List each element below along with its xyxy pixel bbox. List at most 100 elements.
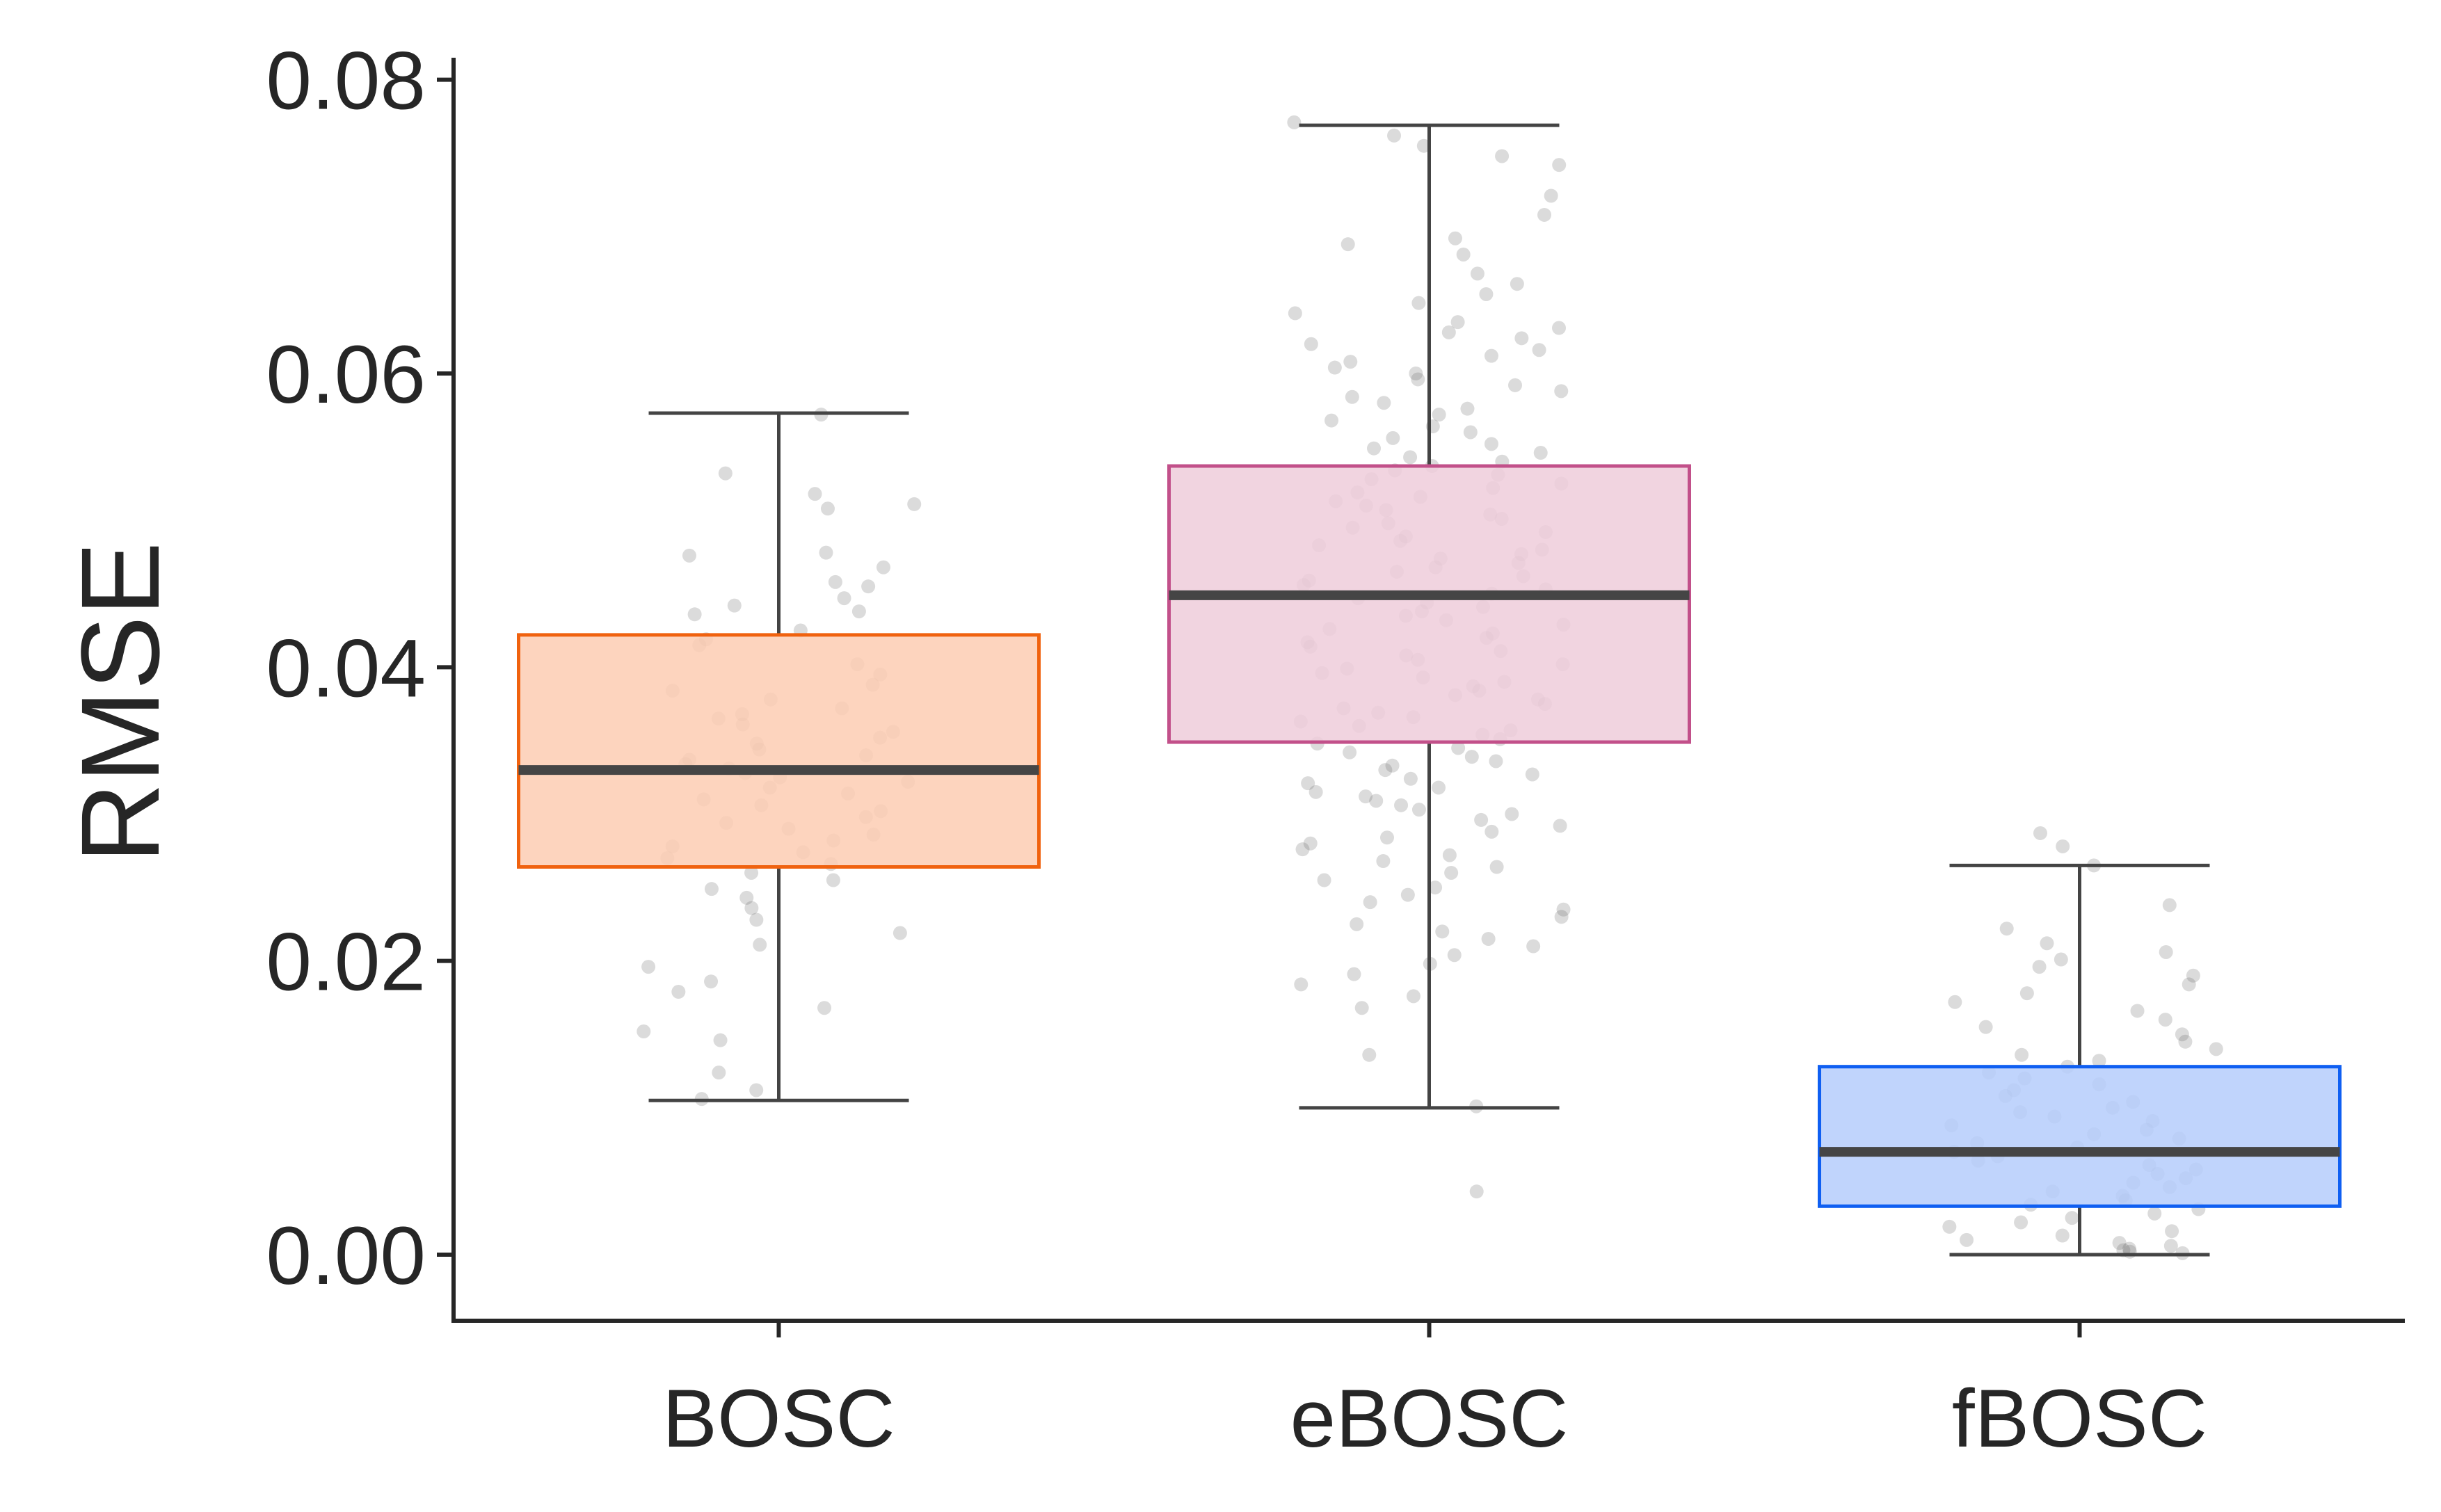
strip-point [2065,1211,2079,1225]
strip-point [893,926,907,940]
strip-point [1444,865,1459,880]
y-tick-label: 0.06 [266,329,426,421]
strip-point [637,1024,651,1039]
boxes-layer [517,123,2342,1257]
strip-point [1948,995,1962,1009]
strip-point [2033,826,2047,840]
strip-point [1416,138,1431,153]
strip-point [2163,1239,2178,1253]
strip-point [1514,331,1529,346]
strip-point [2130,1004,2145,1018]
strip-point [2147,1206,2162,1221]
box-iqr [517,633,1041,869]
x-tick-label: fBOSC [1952,1373,2207,1465]
strip-point [1464,750,1479,764]
strip-point [1376,854,1391,869]
strip-point [851,604,866,619]
strip-point [1463,425,1478,440]
strip-point [1386,431,1400,445]
strip-point [907,497,922,511]
strip-point [1489,860,1504,874]
box-bosc [517,411,1041,1102]
strip-point [1304,337,1318,351]
strip-point [1340,237,1355,252]
strip-point [1411,372,1425,387]
strip-point [1481,931,1496,946]
strip-point [1489,754,1503,769]
strip-point [2175,1027,2189,1042]
strip-point [718,466,733,481]
strip-point [1363,895,1377,910]
strip-point [744,865,759,880]
strip-point [1470,266,1484,281]
strip-point [1394,798,1409,812]
strip-point [2165,1224,2179,1239]
box-ebosc [1167,123,1691,1110]
strip-point [1533,446,1548,460]
strip-point [2159,944,2173,959]
strip-point [1406,989,1420,1004]
strip-point [641,960,656,974]
strip-point [1508,378,1523,392]
strip-point [1343,745,1357,759]
strip-point [2014,1215,2028,1230]
strip-point [749,912,764,927]
strip-point [820,501,835,516]
strip-point [1556,902,1571,917]
strip-point [1377,396,1391,410]
strip-point [1400,887,1415,902]
strip-point [2122,1244,2137,1259]
strip-point [1435,924,1450,939]
strip-point [704,882,719,896]
strip-point [1366,441,1381,456]
strip-point [1287,115,1302,129]
strip-point [2209,1042,2223,1056]
strip-point [1369,794,1384,808]
strip-point [744,901,759,915]
strip-point [1448,231,1462,246]
strip-point [1942,1219,1957,1234]
strip-point [671,984,686,999]
strip-point [1554,384,1569,399]
strip-point [2112,1236,2127,1250]
strip-point [1387,128,1402,143]
strip-point [1354,1001,1369,1015]
strip-point [1456,247,1471,262]
strip-point [1552,321,1567,335]
strip-point [819,545,833,560]
strip-point [1350,917,1364,931]
strip-point [704,974,719,989]
strip-point [2178,1034,2193,1049]
strip-point [727,598,742,613]
strip-point [1960,1232,1974,1247]
strip-point [1479,287,1494,301]
strip-point [1324,413,1339,428]
strip-point [739,890,754,905]
strip-point [1552,158,1567,172]
strip-point [837,591,851,606]
box-iqr [1167,464,1691,744]
strip-point [2092,1054,2106,1068]
x-tick-label: eBOSC [1290,1373,1568,1465]
strip-point [1301,776,1315,791]
strip-point [713,1033,728,1047]
strip-point [1403,450,1418,465]
strip-point [753,938,767,952]
strip-point [1450,315,1465,330]
strip-point [1553,819,1567,833]
strip-point [2040,936,2054,951]
y-ticks-layer: 0.00 0.02 0.04 0.06 0.08 [266,35,454,1302]
strip-point [682,548,696,563]
strip-point [1317,873,1331,887]
strip-point [1294,977,1308,992]
strip-point [1362,1047,1377,1062]
strip-point [1378,763,1393,778]
strip-point [1385,758,1400,773]
strip-point [2162,898,2177,912]
strip-point [1495,149,1510,163]
strip-point [2054,952,2068,967]
y-tick-label: 0.02 [266,917,426,1008]
strip-point [1303,836,1318,851]
strip-point [817,1001,832,1015]
strip-point [1484,437,1498,451]
